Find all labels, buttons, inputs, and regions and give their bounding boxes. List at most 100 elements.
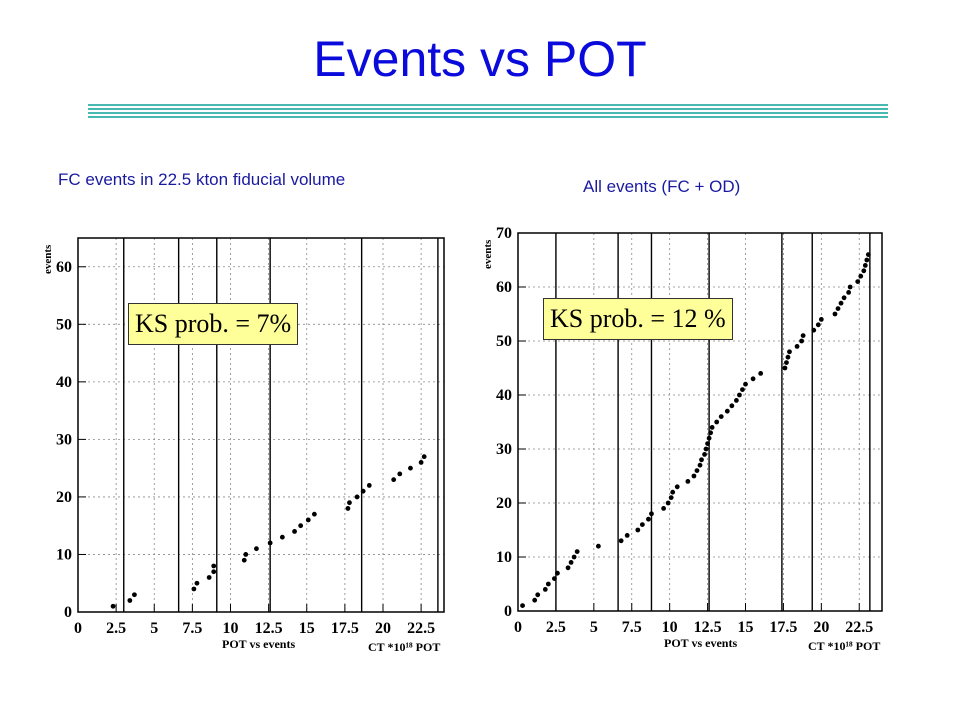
data-point [818,317,824,322]
x-axis-label: POT vs events [222,637,295,651]
x-tick-label: 2.5 [106,620,126,637]
data-point [785,354,791,360]
x-tick-label: 22.5 [845,619,873,636]
data-point [211,569,217,575]
y-tick-label: 30 [496,441,512,458]
x-tick-label: 20 [813,619,829,636]
y-axis-label: events [42,244,54,274]
data-point [838,300,844,306]
left-ks-annotation: KS prob. = 7% [128,303,299,345]
unit-label: CT *10¹⁸ POT [808,639,880,653]
x-tick-label: 10 [223,620,239,637]
right-ks-annotation: KS prob. = 12 % [543,298,733,340]
data-point [794,344,800,349]
data-point [697,462,703,468]
data-point [758,371,764,376]
data-point [734,398,739,403]
data-point [858,273,864,279]
x-tick-label: 12.5 [694,619,722,636]
data-point [565,565,571,571]
y-tick-label: 50 [496,333,512,350]
y-tick-label: 70 [496,225,512,242]
y-tick-label: 20 [56,489,72,506]
data-point [724,408,730,414]
data-point [861,268,867,274]
data-point [705,441,710,446]
data-point [702,452,707,457]
x-tick-label: 5 [150,620,158,637]
data-point [305,517,311,523]
data-point [241,557,247,563]
x-tick-label: 15 [299,620,315,637]
data-point [267,540,273,546]
data-point [782,365,788,371]
data-point [347,500,352,506]
data-point [595,543,601,549]
title-divider [88,104,888,118]
data-point [132,592,137,598]
data-point [127,598,133,603]
y-tick-label: 10 [56,546,72,563]
x-tick-label: 5 [590,619,598,636]
data-point [542,587,548,592]
data-point [639,522,645,527]
x-tick-label: 22.5 [407,620,435,637]
data-point [685,479,691,484]
data-point [729,403,735,409]
data-point [618,538,624,544]
x-tick-label: 17.5 [769,619,797,636]
data-point [784,360,789,365]
data-point [841,295,847,301]
data-point [345,506,351,511]
left-chart: 0 2.5 5 7.5 10 12.5 15 17.5 20 22.5 0 10 20 30 40 50 60e… [42,237,445,654]
x-tick-label: 15 [738,619,754,636]
data-point [254,546,259,552]
x-tick-label: 7.5 [622,619,642,636]
x-tick-label: 12.5 [255,620,283,637]
data-point [718,414,724,419]
data-point [418,460,424,465]
data-point [520,603,525,608]
y-tick-label: 0 [64,604,72,621]
data-point [532,597,538,603]
data-point [737,392,742,398]
data-point [206,575,212,580]
y-tick-label: 40 [56,374,72,391]
x-tick-label: 0 [514,619,522,636]
y-tick-label: 60 [56,259,72,276]
data-point [624,533,630,538]
data-point [366,483,372,488]
x-tick-label: 7.5 [182,620,202,637]
data-point [649,511,654,517]
data-point [800,333,806,338]
data-point [298,523,304,529]
y-tick-label: 60 [496,279,512,296]
data-point [855,279,861,284]
data-point [243,552,249,557]
data-point [568,560,574,565]
x-axis-label: POT vs events [664,636,737,650]
data-point [574,549,580,554]
data-point [292,529,297,534]
data-point [545,581,551,587]
x-tick-label: 2.5 [546,619,566,636]
x-tick-label: 20 [375,620,391,637]
data-point [555,570,560,576]
data-point [799,338,805,344]
x-tick-label: 0 [74,620,82,637]
data-point [674,484,680,490]
y-tick-label: 20 [496,495,512,512]
data-point [709,425,715,430]
right-chart: 0 2.5 5 7.5 10 12.5 15 17.5 20 22.5 0 10 20 30 40 50 60 7… [482,225,883,653]
data-point [787,349,792,355]
right-chart-subtitle: All events (FC + OD) [583,177,741,196]
data-point [397,471,403,477]
data-point [865,252,871,257]
data-point [691,473,697,479]
y-tick-label: 0 [504,603,512,620]
data-point [706,435,712,441]
data-point [708,430,714,436]
unit-label: CT *10¹⁸ POT [368,640,440,654]
data-point [552,576,557,581]
